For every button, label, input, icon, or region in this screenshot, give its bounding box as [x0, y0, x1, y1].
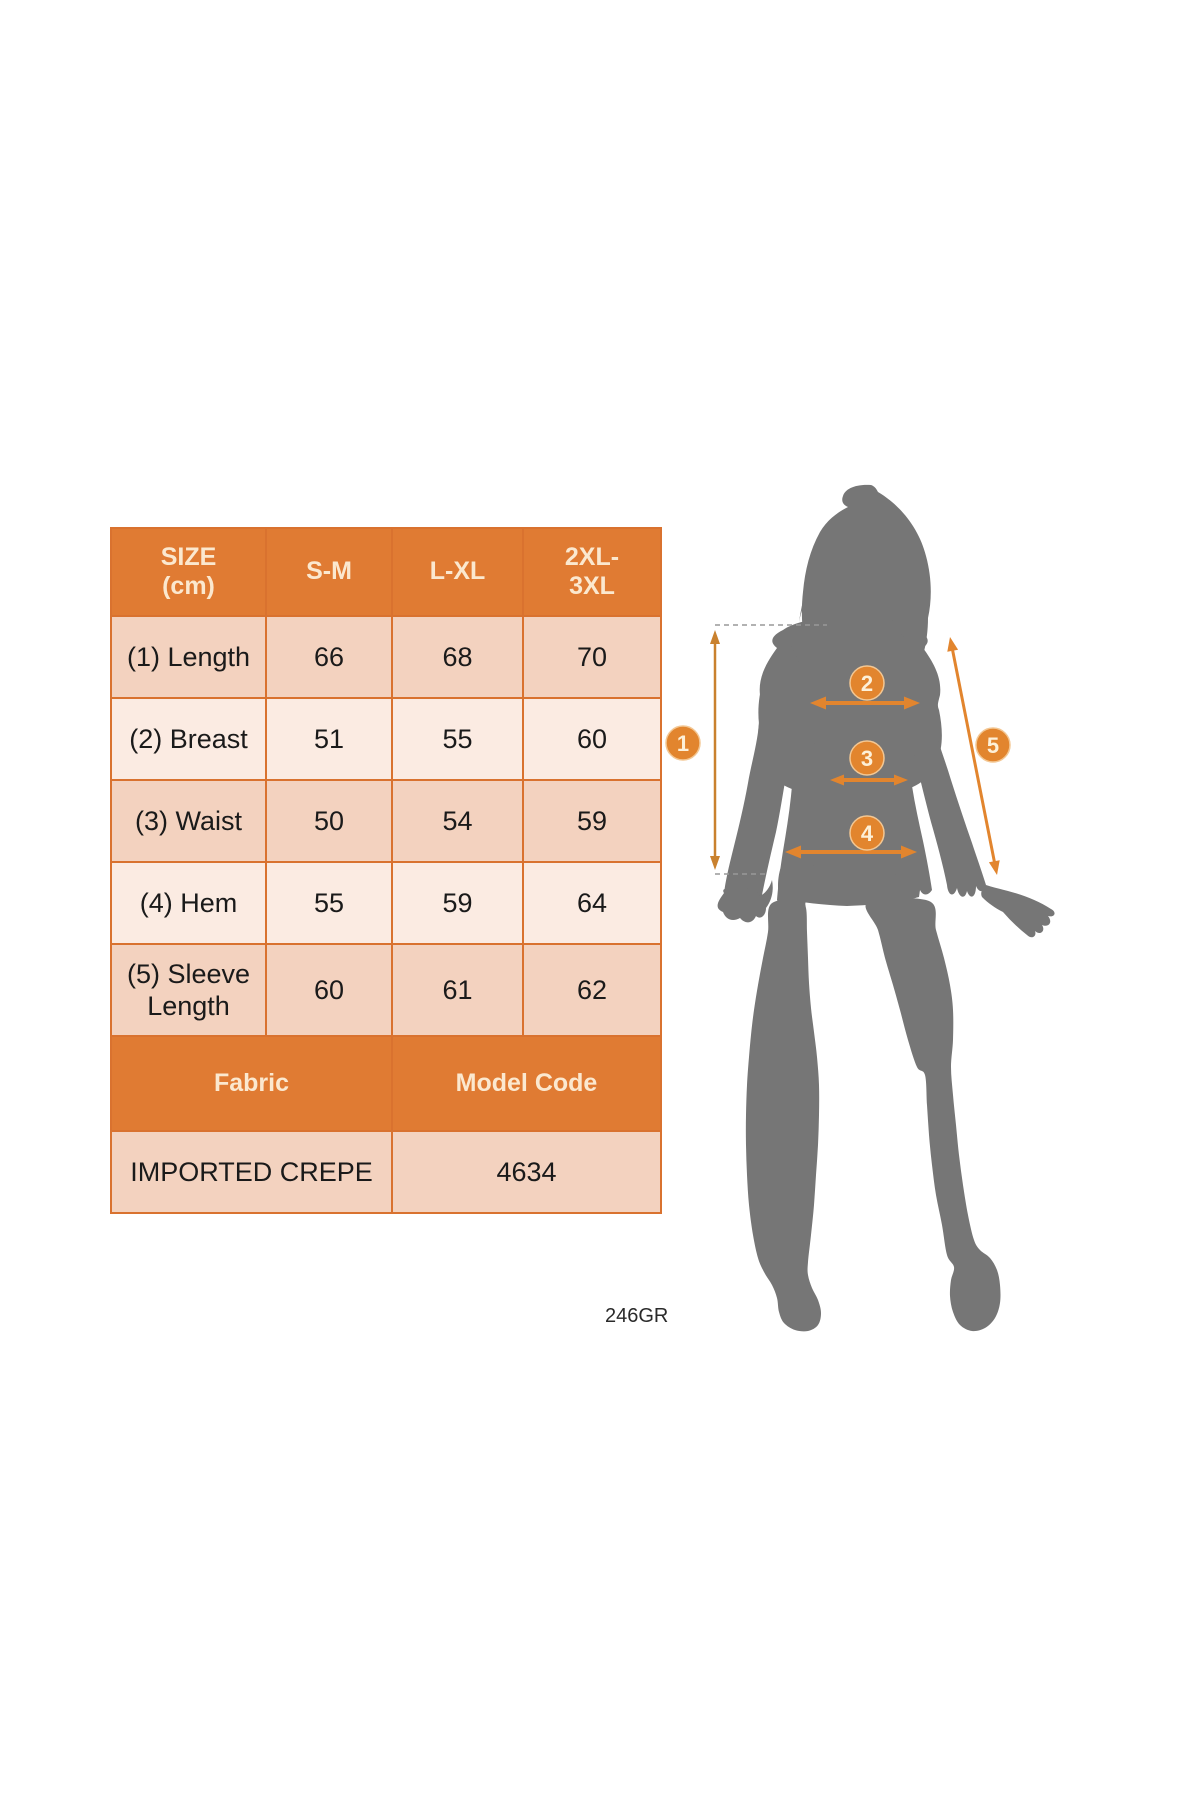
svg-text:1: 1: [677, 731, 689, 756]
svg-text:3: 3: [861, 746, 873, 771]
svg-text:5: 5: [987, 733, 999, 758]
svg-text:4: 4: [861, 821, 874, 846]
svg-text:2: 2: [861, 671, 873, 696]
